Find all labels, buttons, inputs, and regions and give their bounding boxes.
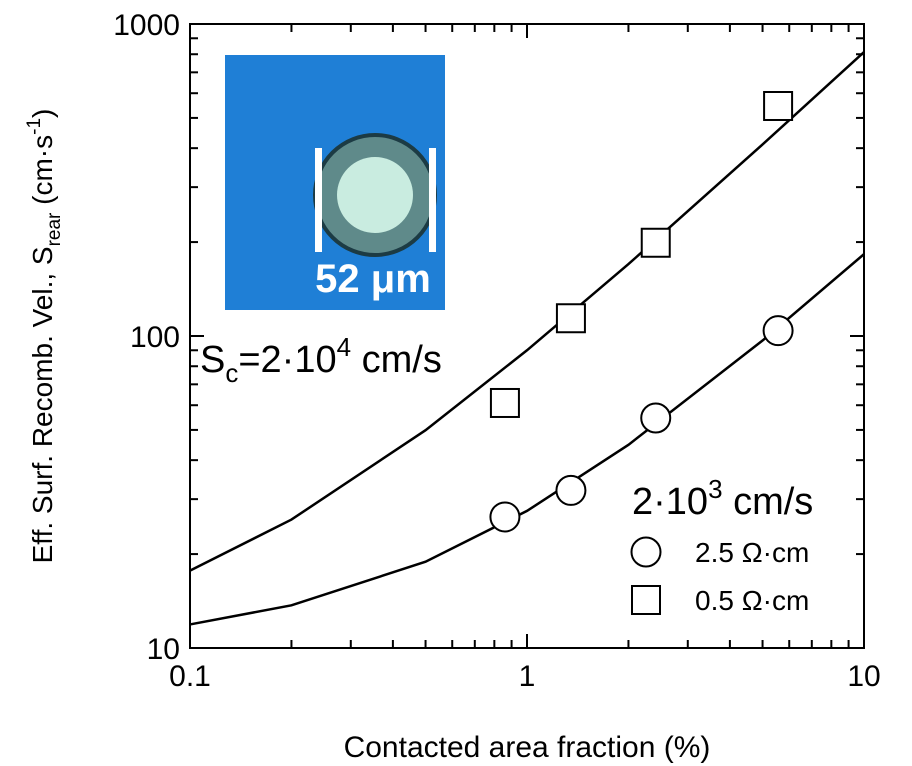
annotation-unit: cm/s xyxy=(351,339,442,381)
y-label-close: ) xyxy=(27,109,58,118)
annotation-sub: c xyxy=(225,358,238,388)
legend-marker xyxy=(632,586,660,614)
inset-scale-label: 52 μm xyxy=(315,257,431,301)
marker-square xyxy=(491,389,519,417)
marker-circle xyxy=(641,403,670,432)
x-tick-label: 1 xyxy=(519,660,536,693)
inset-photo: 52 μm xyxy=(225,55,445,310)
annotation-unit: cm/s xyxy=(723,481,814,523)
y-tick-label: 100 xyxy=(130,321,180,354)
marker-square xyxy=(557,304,585,332)
annotation-base: S xyxy=(200,339,225,381)
marker-circle xyxy=(764,316,793,345)
annotation-sup: 3 xyxy=(708,474,722,504)
y-tick-label: 10 xyxy=(147,633,180,666)
legend-marker xyxy=(632,538,661,567)
y-label-unit: (cm·s xyxy=(27,135,58,213)
annotation-mid: 2·10 xyxy=(632,481,708,523)
y-label-sup: -1 xyxy=(24,118,45,135)
annotation: 2·103 cm/s xyxy=(632,474,813,523)
annotation-mid: =2·10 xyxy=(238,339,336,381)
contact-core xyxy=(337,157,413,233)
scale-bar xyxy=(429,148,436,252)
marker-circle xyxy=(490,502,519,531)
scale-bar xyxy=(315,148,322,252)
x-tick-label: 10 xyxy=(847,660,880,693)
chart: 52 μm Contacted area fraction (%) Eff. S… xyxy=(0,0,912,766)
annotation-sup: 4 xyxy=(337,332,351,362)
y-label-sub: rear xyxy=(44,212,65,246)
marker-circle xyxy=(556,476,585,505)
x-axis-label: Contacted area fraction (%) xyxy=(344,731,711,764)
marker-square xyxy=(642,229,670,257)
y-tick-label: 1000 xyxy=(113,9,180,42)
legend-label: 0.5 Ω·cm xyxy=(695,585,809,616)
marker-square xyxy=(764,92,792,120)
legend-label: 2.5 Ω·cm xyxy=(695,537,809,568)
y-label-main: Eff. Surf. Recomb. Vel., S xyxy=(27,246,58,563)
